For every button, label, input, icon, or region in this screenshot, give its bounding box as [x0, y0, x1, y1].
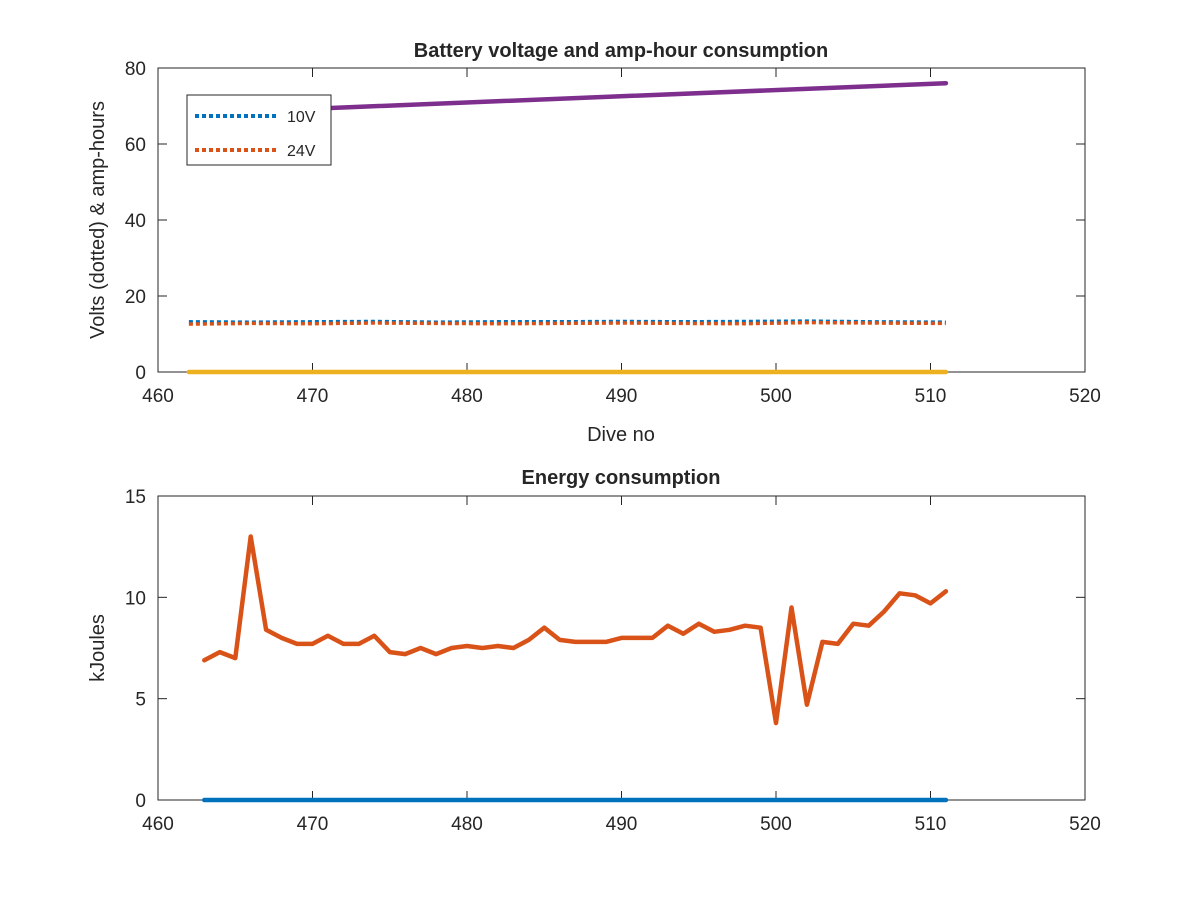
x-tick-label: 510	[915, 386, 947, 407]
x-tick-label: 500	[760, 814, 792, 835]
y-tick-label: 40	[125, 211, 146, 232]
x-tick-label: 460	[142, 386, 174, 407]
axes-box	[157, 495, 1086, 801]
y-axis-label: kJoules	[87, 614, 109, 682]
x-axis-label: Dive no	[587, 424, 655, 446]
y-axis-label: Volts (dotted) & amp-hours	[87, 101, 109, 339]
y-tick-label: 0	[135, 791, 146, 812]
legend-box	[186, 94, 332, 166]
y-tick-label: 10	[125, 588, 146, 609]
x-tick-label: 460	[142, 814, 174, 835]
series-line-0	[202, 534, 949, 726]
x-tick-label: 470	[297, 386, 329, 407]
chart-title: Battery voltage and amp-hour consumption	[414, 40, 828, 62]
y-tick-label: 0	[135, 363, 146, 384]
y-tick-label: 15	[125, 487, 146, 508]
x-tick-label: 490	[606, 386, 638, 407]
y-tick-label: 20	[125, 287, 146, 308]
y-tick-label: 80	[125, 59, 146, 80]
x-tick-label: 500	[760, 386, 792, 407]
legend-label: 24V	[287, 143, 316, 160]
legend-label: 10V	[287, 109, 316, 126]
energy-chart: Energy consumption kJoules 460 470 480 490 5…	[87, 467, 1101, 835]
series-line-24v	[188, 320, 946, 326]
y-tick-label: 5	[135, 690, 146, 711]
y-tick-label: 60	[125, 135, 146, 156]
x-tick-label: 490	[606, 814, 638, 835]
legend: 10V 24V	[186, 94, 332, 166]
voltage-chart: Battery voltage and amp-hour consumption…	[87, 40, 1101, 446]
chart-title: Energy consumption	[522, 467, 721, 489]
x-tick-label: 510	[915, 814, 947, 835]
series-line-2	[310, 80, 949, 111]
x-tick-label: 480	[451, 814, 483, 835]
x-tick-label: 520	[1069, 386, 1101, 407]
x-tick-label: 470	[297, 814, 329, 835]
x-tick-label: 480	[451, 386, 483, 407]
x-tick-label: 520	[1069, 814, 1101, 835]
